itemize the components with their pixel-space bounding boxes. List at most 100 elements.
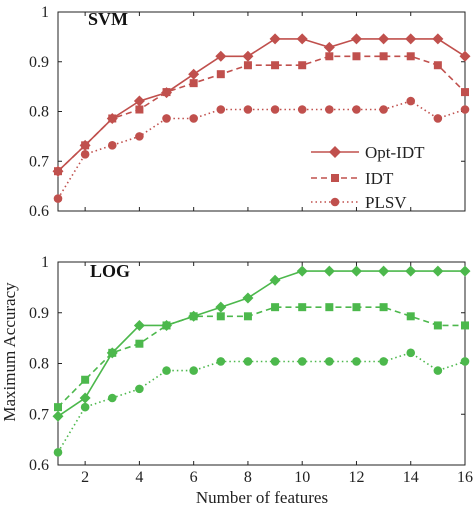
log-point-opt-idt [378, 265, 390, 277]
svm-point-opt-idt [269, 33, 281, 45]
legend-marker-opt-idt [329, 146, 341, 158]
svm-point-idt [271, 61, 280, 70]
log-point-plsv [270, 357, 280, 366]
svm-y-tick-label: 0.8 [29, 104, 49, 121]
svm-point-plsv [406, 96, 416, 106]
log-point-plsv [406, 348, 416, 358]
log-point-idt [298, 303, 307, 312]
svm-point-idt [325, 52, 334, 61]
log-point-plsv [135, 384, 144, 394]
log-y-tick-label: 0.6 [29, 457, 49, 474]
svm-line-idt [57, 55, 466, 172]
log-point-plsv [460, 357, 470, 366]
svm-point-opt-idt [188, 68, 200, 80]
log-y-tick-label: 0.9 [29, 305, 49, 322]
svm-point-idt [189, 79, 198, 88]
log-point-opt-idt [215, 301, 227, 313]
svm-line-opt-idt [57, 38, 466, 172]
svm-point-plsv [379, 105, 388, 114]
svm-point-idt [81, 141, 90, 150]
log-line-plsv [57, 351, 466, 453]
svm-y-tick-label: 0.7 [29, 153, 49, 170]
svm-y-tick-label: 1 [41, 4, 49, 21]
log-y-tick-label: 0.8 [29, 356, 49, 373]
log-point-opt-idt [323, 265, 335, 277]
log-point-plsv [216, 357, 226, 366]
svm-point-plsv [135, 132, 144, 141]
svm-legend: Opt-IDT IDT PLSV [311, 143, 425, 212]
svm-plot-frame [57, 11, 466, 212]
svm-y-tick-label: 0.9 [29, 54, 49, 71]
log-x-tick-label: 2 [81, 469, 89, 486]
svm-point-plsv [243, 105, 253, 114]
legend-label-opt-idt: Opt-IDT [365, 143, 425, 162]
svm-point-plsv [53, 194, 63, 203]
svm-panel-title: SVM [88, 9, 128, 29]
svm-point-opt-idt [350, 33, 362, 45]
log-point-idt [406, 312, 415, 321]
log-point-opt-idt [405, 265, 417, 277]
svm-point-opt-idt [405, 33, 417, 45]
svm-point-plsv [433, 114, 443, 123]
svm-point-plsv [162, 114, 171, 123]
log-panel: LOG 2 4 6 8 10 12 14 16 0.6 0.7 0.8 0.9 1 [29, 254, 473, 486]
svm-point-plsv [325, 105, 334, 114]
svm-point-opt-idt [378, 33, 390, 45]
legend-label-plsv: PLSV [365, 193, 407, 212]
svm-point-plsv [80, 149, 90, 159]
log-point-opt-idt [79, 392, 91, 404]
log-line-opt-idt [57, 270, 465, 417]
svm-point-opt-idt [242, 50, 254, 62]
log-point-idt [162, 321, 171, 330]
log-point-idt [243, 312, 252, 321]
svm-point-idt [352, 52, 361, 61]
log-point-plsv [297, 357, 307, 366]
svm-point-opt-idt [133, 95, 145, 107]
svm-point-plsv [297, 105, 307, 114]
svm-point-idt [461, 88, 469, 97]
log-x-tick-label: 12 [348, 469, 364, 486]
svm-point-idt [298, 61, 307, 70]
log-point-idt [461, 321, 469, 330]
svm-point-opt-idt [459, 50, 471, 62]
log-x-tick-label: 14 [403, 469, 419, 486]
log-line-idt [57, 306, 465, 408]
log-point-opt-idt [296, 265, 308, 277]
log-point-plsv [243, 357, 253, 366]
svm-point-idt [243, 61, 252, 70]
log-point-idt [271, 303, 280, 312]
log-point-opt-idt [133, 319, 145, 331]
svm-point-opt-idt [215, 50, 227, 62]
log-point-idt [108, 348, 117, 357]
log-point-idt [54, 403, 62, 412]
log-point-idt [81, 375, 90, 384]
log-point-opt-idt [459, 265, 471, 277]
svm-point-idt [54, 167, 62, 176]
log-point-idt [379, 303, 388, 312]
svm-point-idt [379, 52, 388, 61]
log-series [52, 265, 471, 457]
log-x-tick-label: 6 [190, 469, 198, 486]
log-point-plsv [325, 357, 334, 366]
svm-line-plsv [57, 100, 466, 200]
svm-series [52, 33, 471, 203]
legend-entry-opt-idt: Opt-IDT [311, 143, 425, 162]
log-x-tick-label: 8 [244, 469, 252, 486]
y-axis-label: Maximum Accuracy [0, 282, 19, 422]
log-y-tick-label: 1 [41, 254, 49, 271]
log-point-idt [135, 339, 144, 348]
log-point-opt-idt [432, 265, 444, 277]
x-axis-label: Number of features [196, 488, 328, 507]
log-panel-title: LOG [90, 261, 130, 281]
log-point-opt-idt [52, 410, 64, 422]
svm-y-tick-label: 0.6 [29, 203, 49, 220]
log-point-opt-idt [242, 292, 254, 304]
log-point-plsv [379, 357, 388, 366]
log-x-tick-label: 4 [135, 469, 143, 486]
log-x-tick-label: 16 [457, 469, 473, 486]
svm-point-idt [108, 114, 117, 123]
svm-point-plsv [189, 114, 198, 123]
svm-axes: 0.6 0.7 0.8 0.9 1 [29, 4, 466, 220]
log-y-tick-label: 0.7 [29, 406, 49, 423]
